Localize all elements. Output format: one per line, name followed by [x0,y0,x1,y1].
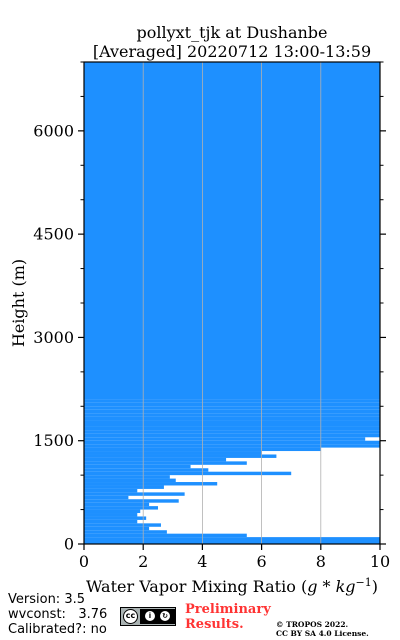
x-tick-label: 4 [197,552,207,571]
wv-bar [84,402,380,407]
x-tick-label: 8 [316,552,326,571]
wv-bar [84,451,262,455]
wv-bar [84,475,170,479]
wv-bar [84,488,138,493]
wv-bar [84,506,158,510]
wv-bar [84,444,380,448]
wv-bar-upper-fill [84,62,380,400]
x-tick-label: 0 [79,552,89,571]
wv-bar [84,533,247,538]
wv-bar [84,437,366,441]
wv-bar [84,468,209,472]
axis-ticks: 0 2 4 6 8 10 0 1500 3000 4500 6000 [33,61,390,571]
wv-bar [84,440,380,445]
cc-icon: cc [123,609,138,624]
wv-bar [84,399,380,403]
x-tick-label: 10 [370,552,390,571]
wv-bar [84,416,380,421]
plot-area: 0 2 4 6 8 10 0 1500 3000 4500 6000 [33,61,390,571]
wv-bar [84,471,292,476]
wv-bar [84,430,380,434]
wv-bar [84,454,277,458]
chart-title-line1: pollyxt_tjk at Dushanbe [136,23,327,42]
wv-bar [84,530,167,534]
wv-bar [84,433,380,438]
wv-bar [84,485,164,489]
wv-bar [84,509,141,514]
wv-bar [84,406,380,410]
cc-by-sa-dark-panel: i ↻ [140,609,175,624]
y-axis-label: Height (m) [9,259,28,347]
version-text: Version: 3.5 [8,592,85,607]
wv-bar [84,413,380,417]
preliminary-line1: Preliminary [185,602,271,617]
wv-bar [84,523,161,527]
wv-bar [84,482,218,486]
y-tick-label: 1500 [33,431,74,450]
y-tick-label: 0 [64,535,74,554]
wv-bar [84,457,227,462]
wv-bar [84,495,129,500]
y-tick-label: 4500 [33,225,74,244]
wv-bar [84,461,247,465]
wv-bar [84,420,380,424]
wv-bar [84,464,191,469]
wv-bar [84,519,138,524]
wv-bar [84,423,380,427]
copyright-line2: CC BY SA 4.0 License. [276,629,369,638]
x-tick-label: 2 [138,552,148,571]
copyright-notice: © TROPOS 2022. CC BY SA 4.0 License. [276,620,369,638]
preliminary-line2: Results. [185,617,244,632]
wv-bar [84,537,380,544]
wvconst-text: wvconst: 3.76 [8,607,108,622]
data-bars [84,62,380,544]
wv-bar [84,502,150,507]
y-tick-label: 3000 [33,328,74,347]
wv-bar [84,478,176,483]
wv-bar [84,516,147,520]
cc-by-sa-badge-icon: cc i ↻ [120,607,176,626]
chart-title-line2: [Averaged] 20220712 13:00-13:59 [93,42,371,61]
sa-icon: ↻ [160,611,170,621]
wv-bar [84,499,179,503]
preliminary-notice: Preliminary Results. [185,602,271,632]
wv-bar [84,526,150,531]
calibrated-text: Calibrated?: no [8,622,107,637]
wv-bar [84,426,380,431]
y-tick-label: 6000 [33,121,74,140]
by-icon: i [145,611,155,621]
x-gridlines [142,62,322,544]
x-axis-label: Water Vapor Mixing Ratio (g * kg−1) [86,576,378,597]
wv-bar [84,492,185,496]
wv-bar [84,513,138,517]
wv-bar [84,409,380,414]
copyright-line1: © TROPOS 2022. [276,620,349,629]
x-tick-label: 6 [257,552,267,571]
